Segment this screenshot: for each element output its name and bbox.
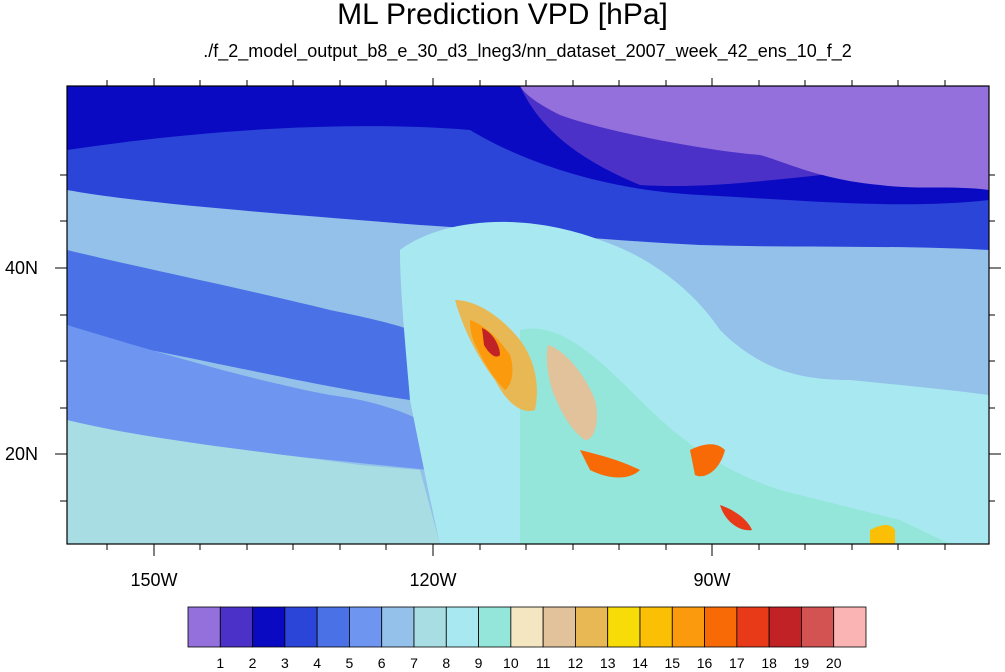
colorbar-label: 17 (729, 655, 745, 671)
colorbar-label: 8 (442, 655, 451, 671)
colorbar-box (639, 606, 673, 648)
colorbar (187, 606, 867, 648)
colorbar-label: 6 (377, 655, 386, 671)
colorbar-box (542, 606, 576, 648)
colorbar-label: 9 (474, 655, 483, 671)
colorbar-label: 19 (793, 655, 810, 671)
subtitle: ./f_2_model_output_b8_e_30_d3_lneg3/nn_d… (203, 41, 852, 61)
colorbar-box (284, 606, 318, 648)
colorbar-box (252, 606, 286, 648)
lon-label-150w: 150W (130, 570, 178, 590)
colorbar-label: 11 (535, 655, 551, 671)
colorbar-box (510, 606, 544, 648)
colorbar-label: 14 (632, 655, 648, 671)
colorbar-label: 7 (410, 655, 418, 671)
colorbar-box (575, 606, 609, 648)
colorbar-box (478, 606, 512, 648)
colorbar-label: 1 (216, 655, 225, 671)
colorbar-box (445, 606, 479, 648)
lon-label-90w: 90W (693, 570, 731, 590)
lat-label-20n: 20N (4, 444, 38, 464)
map-field (67, 86, 989, 544)
lat-label-40n: 40N (4, 258, 38, 278)
colorbar-label: 5 (345, 655, 354, 671)
colorbar-box (704, 606, 738, 648)
colorbar-box (671, 606, 705, 648)
colorbar-label: 12 (567, 655, 584, 671)
colorbar-box (381, 606, 415, 648)
colorbar-label: 18 (761, 655, 777, 671)
colorbar-box (768, 606, 802, 648)
colorbar-label: 13 (599, 655, 616, 671)
page-title: ML Prediction VPD [hPa] (337, 0, 668, 31)
colorbar-box (349, 606, 383, 648)
colorbar-box (801, 606, 835, 648)
lon-label-120w: 120W (409, 570, 457, 590)
colorbar-label: 2 (248, 655, 257, 671)
colorbar-label: 16 (696, 655, 713, 671)
colorbar-box (833, 606, 867, 648)
colorbar-label: 20 (825, 655, 842, 671)
colorbar-box (187, 606, 221, 648)
axis-ticks (55, 78, 1001, 556)
colorbar-box (736, 606, 770, 648)
colorbar-label: 10 (503, 655, 519, 671)
colorbar-label: 15 (664, 655, 681, 671)
colorbar-box (316, 606, 350, 648)
colorbar-label: 4 (313, 655, 322, 671)
colorbar-label: 3 (280, 655, 289, 671)
colorbar-box (413, 606, 447, 648)
colorbar-box (607, 606, 641, 648)
colorbar-box (219, 606, 253, 648)
